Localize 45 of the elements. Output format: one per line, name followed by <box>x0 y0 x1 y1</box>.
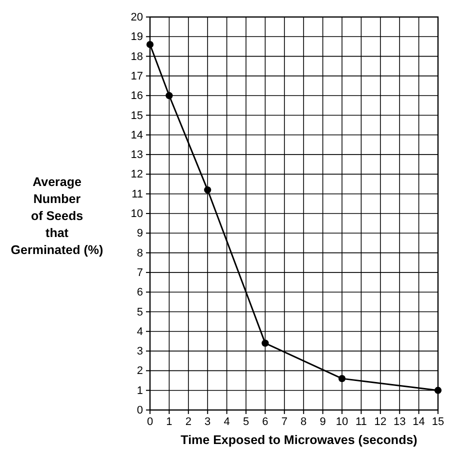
y-tick-label: 2 <box>136 365 143 378</box>
point <box>434 386 442 394</box>
x-tick-label: 13 <box>393 416 406 428</box>
point <box>262 340 269 347</box>
y-tick-label: 11 <box>132 188 143 200</box>
x-tick-label: 14 <box>412 416 425 428</box>
x-tick-label: 7 <box>281 416 288 428</box>
point <box>204 186 212 194</box>
y-tick-label: 10 <box>130 208 143 220</box>
x-tick-label: 9 <box>320 416 326 428</box>
y-tick-label: 15 <box>130 110 143 122</box>
y-tick-label: 8 <box>136 247 143 260</box>
x-tick-label: 8 <box>300 416 307 428</box>
y-tick-label: 14 <box>130 129 143 142</box>
x-tick-label: 11 <box>355 416 367 428</box>
x-tick-label: 6 <box>262 416 268 428</box>
x-tick-label: 3 <box>204 416 211 428</box>
y-tick-label: 20 <box>130 12 143 24</box>
y-tick-label: 19 <box>130 31 143 44</box>
y-tick-label: 9 <box>136 228 143 240</box>
y-tick-label: 16 <box>130 90 143 102</box>
x-tick-label: 2 <box>185 416 192 428</box>
y-tick-label: 13 <box>130 149 143 162</box>
y-tick-label: 17 <box>130 70 143 82</box>
y-tick-label: 0 <box>136 404 143 417</box>
y-tick-label: 12 <box>130 168 143 181</box>
y-axis-title: Average Number of Seeds that Germinated (%) <box>10 175 104 257</box>
x-tick-label: 5 <box>242 416 250 428</box>
x-tick-label: 12 <box>374 416 387 428</box>
point <box>146 40 154 48</box>
y-tick-label: 1 <box>136 384 143 397</box>
y-tick-label: 4 <box>136 326 143 338</box>
x-tick-label: 0 <box>146 416 154 428</box>
point <box>166 92 173 100</box>
x-tick-label: 10 <box>336 416 348 428</box>
x-tick-label: 4 <box>224 416 230 428</box>
x-tick-label: 15 <box>432 416 444 428</box>
y-tick-label: 5 <box>136 306 143 318</box>
y-tick-label: 18 <box>130 50 143 63</box>
x-tick-label: 1 <box>166 416 172 428</box>
point <box>338 375 346 382</box>
y-tick-label: 3 <box>136 346 143 358</box>
x-axis-title: Time Exposed to Microwaves (seconds) <box>180 433 418 447</box>
y-tick-label: 6 <box>136 286 143 299</box>
y-tick-label: 7 <box>136 266 143 279</box>
